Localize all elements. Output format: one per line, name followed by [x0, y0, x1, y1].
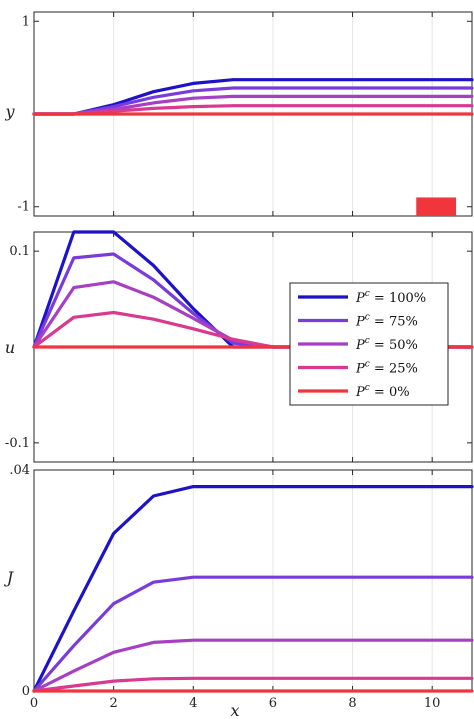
series-line [32, 86, 474, 116]
y-axis-label: y [4, 102, 15, 121]
x-axis-label: x [230, 701, 239, 719]
y-tick-label: -0.1 [5, 436, 30, 451]
panel-J: .04 0 J 0 2 4 6 8 10 x [4, 463, 474, 719]
series-line [32, 638, 474, 693]
y-axis-label: J [4, 568, 15, 587]
y-tick-label: 1 [22, 14, 30, 29]
legend-entry: Pc = 75% [355, 313, 418, 330]
x-tick-label: 10 [424, 696, 441, 711]
x-tick-label: 4 [189, 696, 197, 711]
x-tick-label: 2 [109, 696, 117, 711]
series-line [32, 485, 474, 693]
legend-entry: Pc = 25% [355, 360, 418, 377]
y-tick-label: 0 [22, 684, 30, 699]
y-tick-label: .04 [9, 463, 30, 478]
x-tick-label: 0 [30, 696, 38, 711]
y-tick-label: 0.1 [9, 244, 30, 259]
y-axis-label: u [5, 338, 15, 357]
series-line [32, 575, 474, 693]
panel-u: 0.1 -0.1 u Pc = 100% Pc = 75% Pc = 50% Pc = 25… [5, 230, 474, 463]
series-line [32, 676, 474, 693]
x-tick-label: 8 [348, 696, 356, 711]
legend-entry: Pc = 0% [355, 383, 410, 400]
legend-entry: Pc = 100% [355, 289, 426, 306]
legend-entry: Pc = 50% [355, 336, 418, 353]
marker-rect [416, 197, 457, 216]
series-line [32, 104, 474, 116]
legend: Pc = 100% Pc = 75% Pc = 50% Pc = 25% Pc = 0% [289, 282, 449, 406]
x-tick-label: 6 [269, 696, 277, 711]
panel-y: 1 -1 y [4, 11, 474, 217]
y-tick-label: -1 [17, 200, 30, 215]
